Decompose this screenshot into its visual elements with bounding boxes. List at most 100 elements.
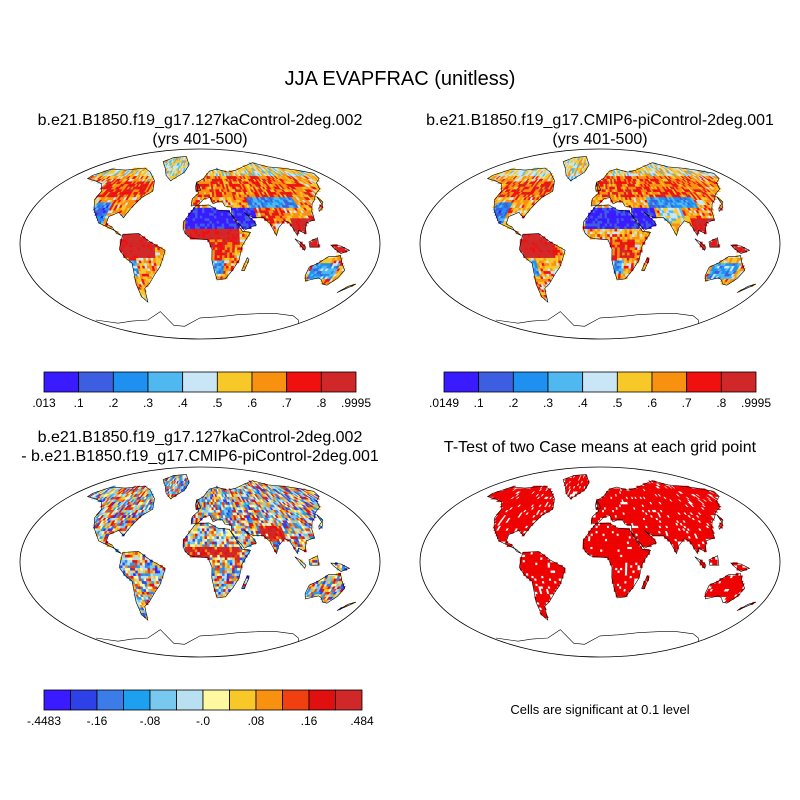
grid-cell [199,209,203,214]
grid-cell [147,246,151,251]
grid-cell [631,252,636,256]
grid-cell [535,252,539,256]
grid-cell [714,244,718,248]
grid-cell [617,249,621,253]
grid-cell [206,217,210,222]
grid-cell [195,196,199,200]
grid-cell [524,241,528,245]
grid-cell [147,252,151,256]
grid-cell [636,254,640,258]
grid-cell [599,233,603,237]
grid-cell [237,236,241,240]
grid-cell [222,233,226,237]
grid-cell [549,244,553,248]
grid-cell [216,220,220,224]
grid-cell [232,239,236,243]
grid-cell [199,217,203,222]
grid-cell [139,249,144,253]
grid-cell [611,257,616,261]
grid-cell [617,246,621,251]
grid-cell [211,225,215,229]
grid-cell [607,231,611,235]
grid-cell [199,196,203,200]
grid-cell [614,236,618,240]
grid-cell [214,239,218,243]
grid-cell [616,225,620,229]
grid-cell [226,262,230,266]
grid-cell [215,273,219,277]
grid-cell [630,217,634,222]
grid-cell [599,228,603,232]
grid-cell [314,239,318,243]
grid-cell [606,209,610,214]
grid-cell [158,260,162,264]
grid-cell [601,194,605,198]
grid-cell [624,228,628,232]
grid-cell [197,231,201,235]
grid-cell [144,246,148,251]
grid-cell [204,215,208,219]
grid-cell [216,225,220,229]
grid-cell [537,244,541,248]
grid-cell [544,241,548,245]
grid-cell [218,217,222,222]
grid-cell [616,254,621,258]
grid-cell [614,252,618,256]
coastline-newzealand [736,283,757,293]
grid-cell [154,249,158,253]
grid-cell [519,246,523,251]
grid-cell [207,225,211,229]
grid-cell [527,236,531,240]
grid-cell [226,252,231,256]
grid-cell [629,257,633,261]
grid-cell [239,231,243,235]
grid-cell [592,223,596,227]
grid-cell [231,252,236,256]
grid-cell [222,246,226,251]
grid-cell [532,239,536,243]
grid-cell [599,225,603,229]
grid-cell [202,236,206,240]
grid-cell [613,212,617,216]
grid-cell [631,254,635,258]
panel-title-case2-line1: b.e21.B1850.f19_g17.CMIP6-piControl-2deg… [426,112,774,129]
grid-cell [234,228,238,232]
grid-cell [621,257,625,261]
grid-cell [197,196,201,200]
grid-cell [201,186,205,190]
grid-cell [597,225,601,229]
grid-cell [522,246,526,251]
grid-cell [237,249,241,253]
grid-cell [601,191,605,195]
grid-cell [590,212,594,216]
grid-cell [234,254,238,258]
grid-cell [602,215,605,219]
grid-cell [527,241,531,245]
grid-cell [142,246,146,251]
grid-cell [224,228,228,232]
grid-cell [219,236,223,240]
coastline-eurasia [190,162,320,237]
grid-cell [529,246,533,251]
grid-cell [606,207,610,211]
grid-cell [228,260,233,264]
grid-cell [542,239,546,243]
grid-cell [209,231,213,235]
grid-cell [621,225,625,229]
grid-cell [599,209,603,214]
grid-cell [539,246,543,251]
grid-cell [229,228,233,232]
grid-cell [612,231,616,235]
grid-cell [604,236,608,240]
grid-cell [221,254,226,258]
grid-cell [589,231,593,235]
grid-cell [214,244,218,248]
grid-cell [636,231,640,235]
grid-cell [542,249,546,253]
grid-cell [603,183,606,187]
grid-cell [629,246,633,251]
grid-cell [241,233,246,237]
grid-cell [587,217,591,222]
grid-cell [195,215,198,219]
grid-cell [197,194,201,198]
